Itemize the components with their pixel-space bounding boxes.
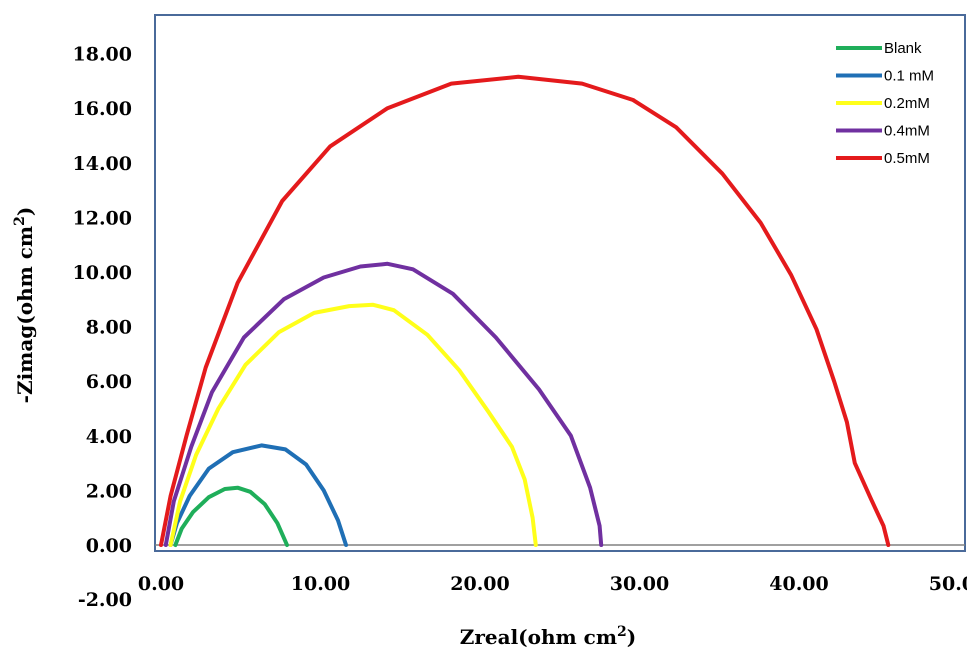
- y-tick-label: 14.00: [73, 153, 133, 175]
- series-line-1: [173, 485, 289, 547]
- series-line-2: [168, 443, 348, 547]
- y-tick-labels: -2.00 0.00 2.00 4.00 6.00 8.00 10.00 12.00 14.00…: [73, 44, 133, 611]
- legend: Blank 0.1 mM 0.2mM 0.4mM 0.5mM: [836, 40, 934, 167]
- y-tick-label: 10.00: [73, 262, 133, 284]
- x-tick-labels: 0.00 10.00 20.00 30.00 40.00 50.00: [138, 573, 967, 595]
- y-tick-label: 12.00: [73, 207, 133, 229]
- series-line-3: [168, 302, 538, 547]
- y-tick-label: 0.00: [86, 535, 132, 557]
- x-tick-label: 50.00: [929, 573, 967, 595]
- y-tick-label: 2.00: [86, 480, 132, 502]
- series-lines: [159, 74, 891, 547]
- x-tick-label: 10.00: [291, 573, 351, 595]
- plot-area-border: [154, 14, 966, 552]
- legend-label: 0.1 mM: [884, 68, 934, 85]
- series-line-5: [159, 74, 891, 547]
- x-tick-label: 0.00: [138, 573, 184, 595]
- legend-label: 0.5mM: [884, 150, 930, 167]
- legend-label: 0.4mM: [884, 123, 930, 140]
- y-tick-label: 8.00: [86, 317, 132, 339]
- legend-label: Blank: [884, 40, 922, 57]
- x-axis-title: Zreal(ohm cm2): [460, 624, 636, 649]
- y-tick-label: -2.00: [78, 589, 132, 611]
- x-tick-label: 30.00: [610, 573, 670, 595]
- x-tick-label: 40.00: [769, 573, 829, 595]
- y-tick-label: 16.00: [73, 98, 133, 120]
- series-line-4: [163, 261, 604, 547]
- x-tick-label: 20.00: [450, 573, 510, 595]
- legend-label: 0.2mM: [884, 95, 930, 112]
- y-tick-label: 4.00: [86, 426, 132, 448]
- y-axis-title: -Zimag(ohm cm2): [12, 207, 37, 404]
- y-tick-label: 18.00: [73, 44, 133, 66]
- y-tick-label: 6.00: [86, 371, 132, 393]
